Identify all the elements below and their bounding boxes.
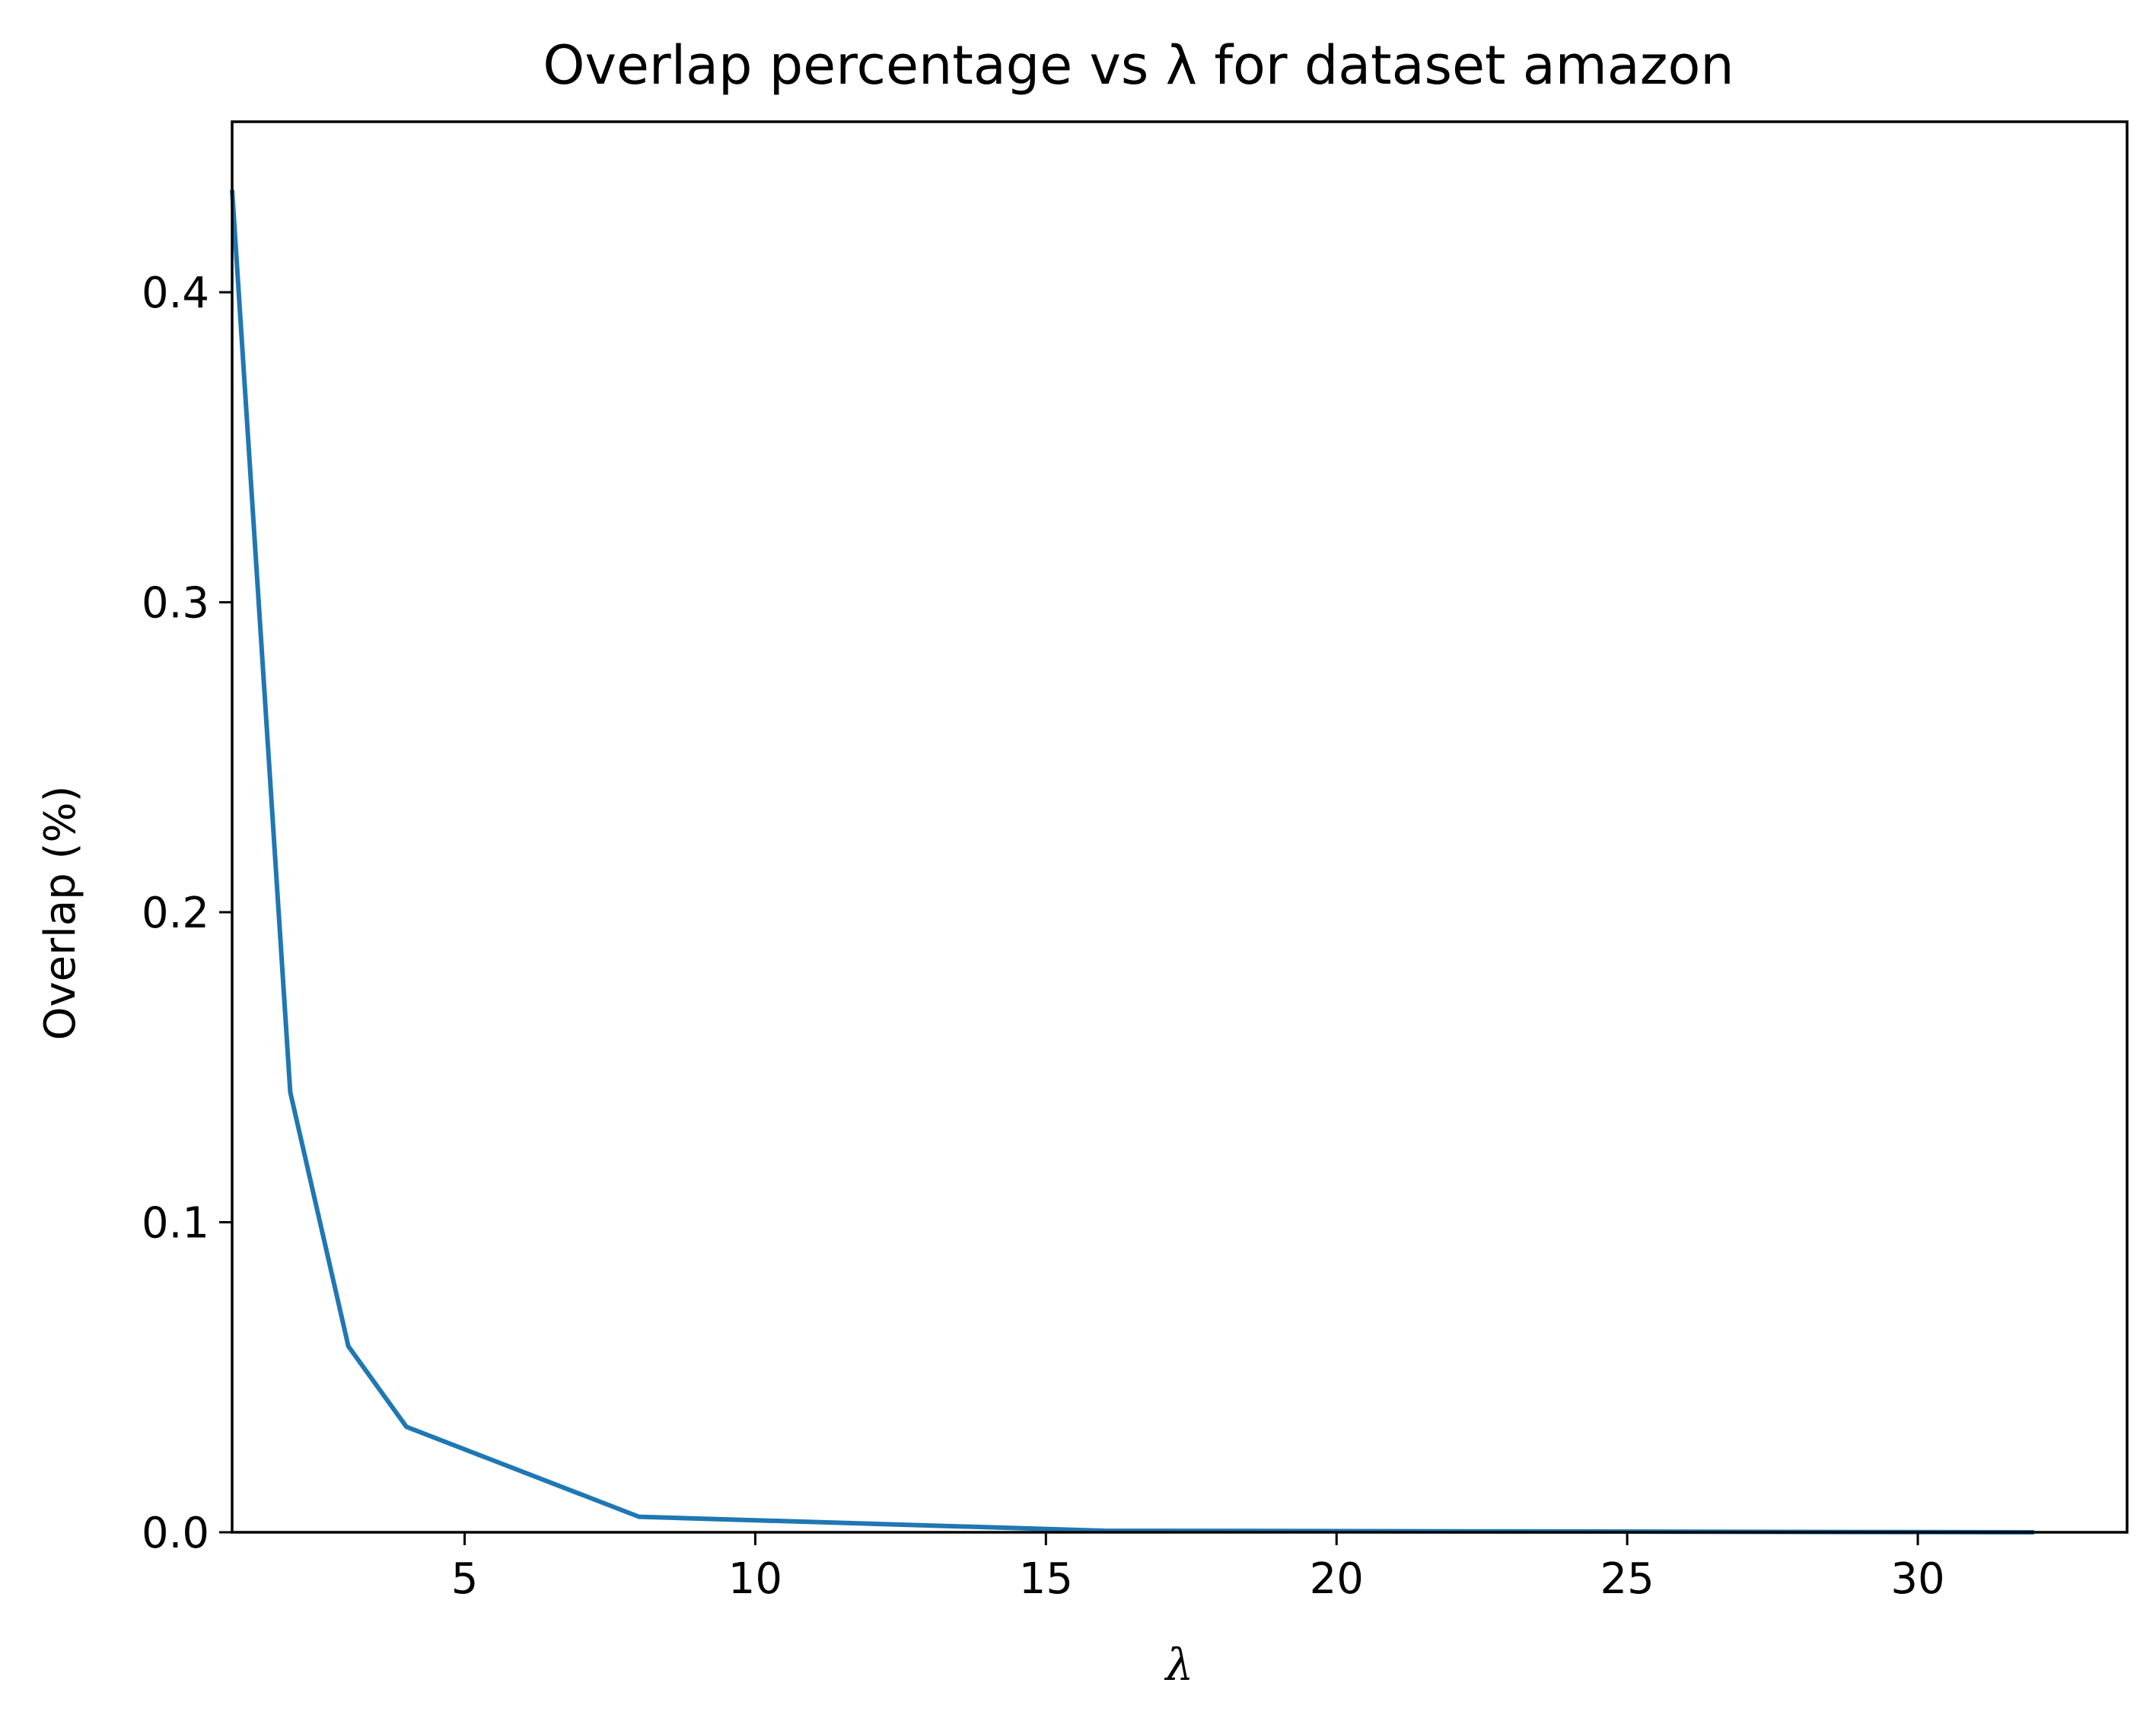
plot-frame xyxy=(231,120,2129,1534)
y-tick-label: 0.4 xyxy=(142,269,209,318)
x-tick-label: 25 xyxy=(1600,1554,1654,1604)
series-line-0 xyxy=(230,189,2034,1535)
x-tick-label: 15 xyxy=(1019,1554,1073,1604)
x-tick-label: 5 xyxy=(451,1554,479,1604)
y-axis-label: Overlap (%) xyxy=(36,786,85,1041)
x-tick-label: 30 xyxy=(1890,1554,1944,1604)
y-tick-label: 0.0 xyxy=(142,1509,209,1558)
y-tick-label: 0.3 xyxy=(142,579,209,628)
plot-area: 5 10 15 20 25 30 0.0 0.1 0.2 0.3 0.4 xyxy=(142,120,2129,1604)
y-tick-label: 0.2 xyxy=(142,889,209,938)
x-tick-label: 10 xyxy=(728,1554,782,1604)
y-tick-label: 0.1 xyxy=(142,1199,209,1248)
chart-title: Overlap percentage vs λ for dataset amaz… xyxy=(543,34,1734,97)
x-tick-label: 20 xyxy=(1310,1554,1364,1604)
x-axis-label: λ xyxy=(1164,1639,1194,1691)
